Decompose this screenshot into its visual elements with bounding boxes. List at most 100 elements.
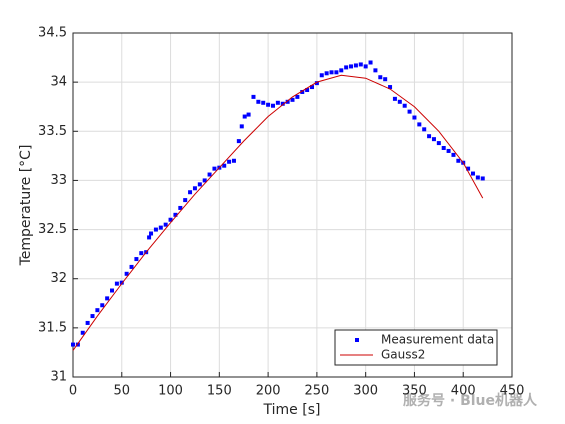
marker (202, 178, 207, 183)
marker (402, 103, 407, 108)
marker (139, 251, 144, 256)
y-tick-label: 33 (50, 173, 67, 188)
marker (147, 235, 152, 240)
marker (236, 139, 241, 144)
marker (158, 225, 163, 230)
marker (149, 231, 154, 236)
marker (407, 109, 412, 114)
marker (212, 166, 217, 171)
marker (466, 166, 471, 171)
x-tick-label: 250 (304, 384, 329, 399)
x-tick-label: 50 (114, 384, 131, 399)
marker (270, 103, 275, 108)
marker (358, 62, 363, 67)
marker (334, 70, 339, 75)
marker (246, 112, 251, 117)
marker (134, 257, 139, 262)
marker (392, 96, 397, 101)
y-tick-label: 33.5 (38, 124, 67, 139)
marker (441, 145, 446, 150)
marker (242, 114, 247, 119)
legend-marker (355, 338, 359, 342)
marker (119, 280, 124, 285)
marker (344, 65, 349, 70)
marker (349, 64, 354, 69)
marker (314, 81, 319, 86)
marker (300, 89, 305, 94)
marker (431, 137, 436, 142)
marker (231, 158, 236, 163)
y-axis-label: Temperature [°C] (18, 145, 34, 267)
marker (110, 288, 115, 293)
marker (183, 198, 188, 203)
marker (266, 102, 271, 107)
marker (222, 163, 227, 168)
marker (373, 68, 378, 73)
marker (153, 227, 158, 232)
y-tick-label: 34 (50, 75, 67, 90)
marker (168, 217, 173, 222)
marker (436, 141, 441, 146)
marker (295, 94, 300, 99)
marker (173, 212, 178, 217)
marker (339, 68, 344, 73)
marker (275, 100, 280, 105)
marker (480, 176, 485, 181)
marker (207, 172, 212, 177)
marker (90, 314, 95, 319)
marker (417, 122, 422, 127)
y-tick-label: 34.5 (38, 26, 67, 41)
marker (456, 158, 461, 163)
marker (324, 71, 329, 76)
x-tick-label: 0 (69, 384, 77, 399)
x-tick-label: 100 (158, 384, 183, 399)
marker (451, 152, 456, 157)
legend-box (334, 329, 498, 366)
marker (95, 308, 100, 313)
marker (446, 148, 451, 153)
marker (280, 101, 285, 106)
marker (251, 94, 256, 99)
marker (305, 88, 310, 93)
marker (412, 115, 417, 120)
y-tick-label: 32.5 (38, 222, 67, 237)
x-tick-label: 450 (500, 384, 525, 399)
y-tick-label: 31.5 (38, 320, 67, 335)
marker (475, 175, 480, 180)
y-tick-label: 32 (50, 271, 67, 286)
marker (197, 182, 202, 187)
x-tick-label: 150 (207, 384, 232, 399)
marker (427, 134, 432, 139)
marker (363, 64, 368, 69)
marker (256, 99, 261, 104)
marker (319, 73, 324, 78)
marker (397, 99, 402, 104)
marker (285, 99, 290, 104)
marker (388, 85, 393, 90)
marker (105, 296, 110, 301)
marker (114, 281, 119, 286)
marker (310, 85, 315, 90)
marker (378, 75, 383, 80)
marker (71, 342, 75, 347)
marker (85, 320, 90, 325)
marker (178, 205, 183, 210)
plot-frame (72, 32, 513, 378)
marker (353, 63, 358, 68)
marker (383, 77, 388, 82)
marker (290, 97, 295, 102)
x-tick-label: 350 (402, 384, 427, 399)
x-tick-label: 200 (256, 384, 281, 399)
marker (239, 124, 244, 129)
legend-label: Gauss2 (381, 348, 425, 362)
marker (163, 222, 168, 227)
marker (188, 190, 193, 195)
x-tick-label: 400 (451, 384, 476, 399)
fit-line (72, 74, 484, 351)
marker (100, 303, 105, 308)
x-tick-label: 300 (353, 384, 378, 399)
marker (470, 171, 475, 176)
watermark: 服务号 · Blue机器人 (403, 392, 538, 409)
marker (422, 127, 427, 132)
